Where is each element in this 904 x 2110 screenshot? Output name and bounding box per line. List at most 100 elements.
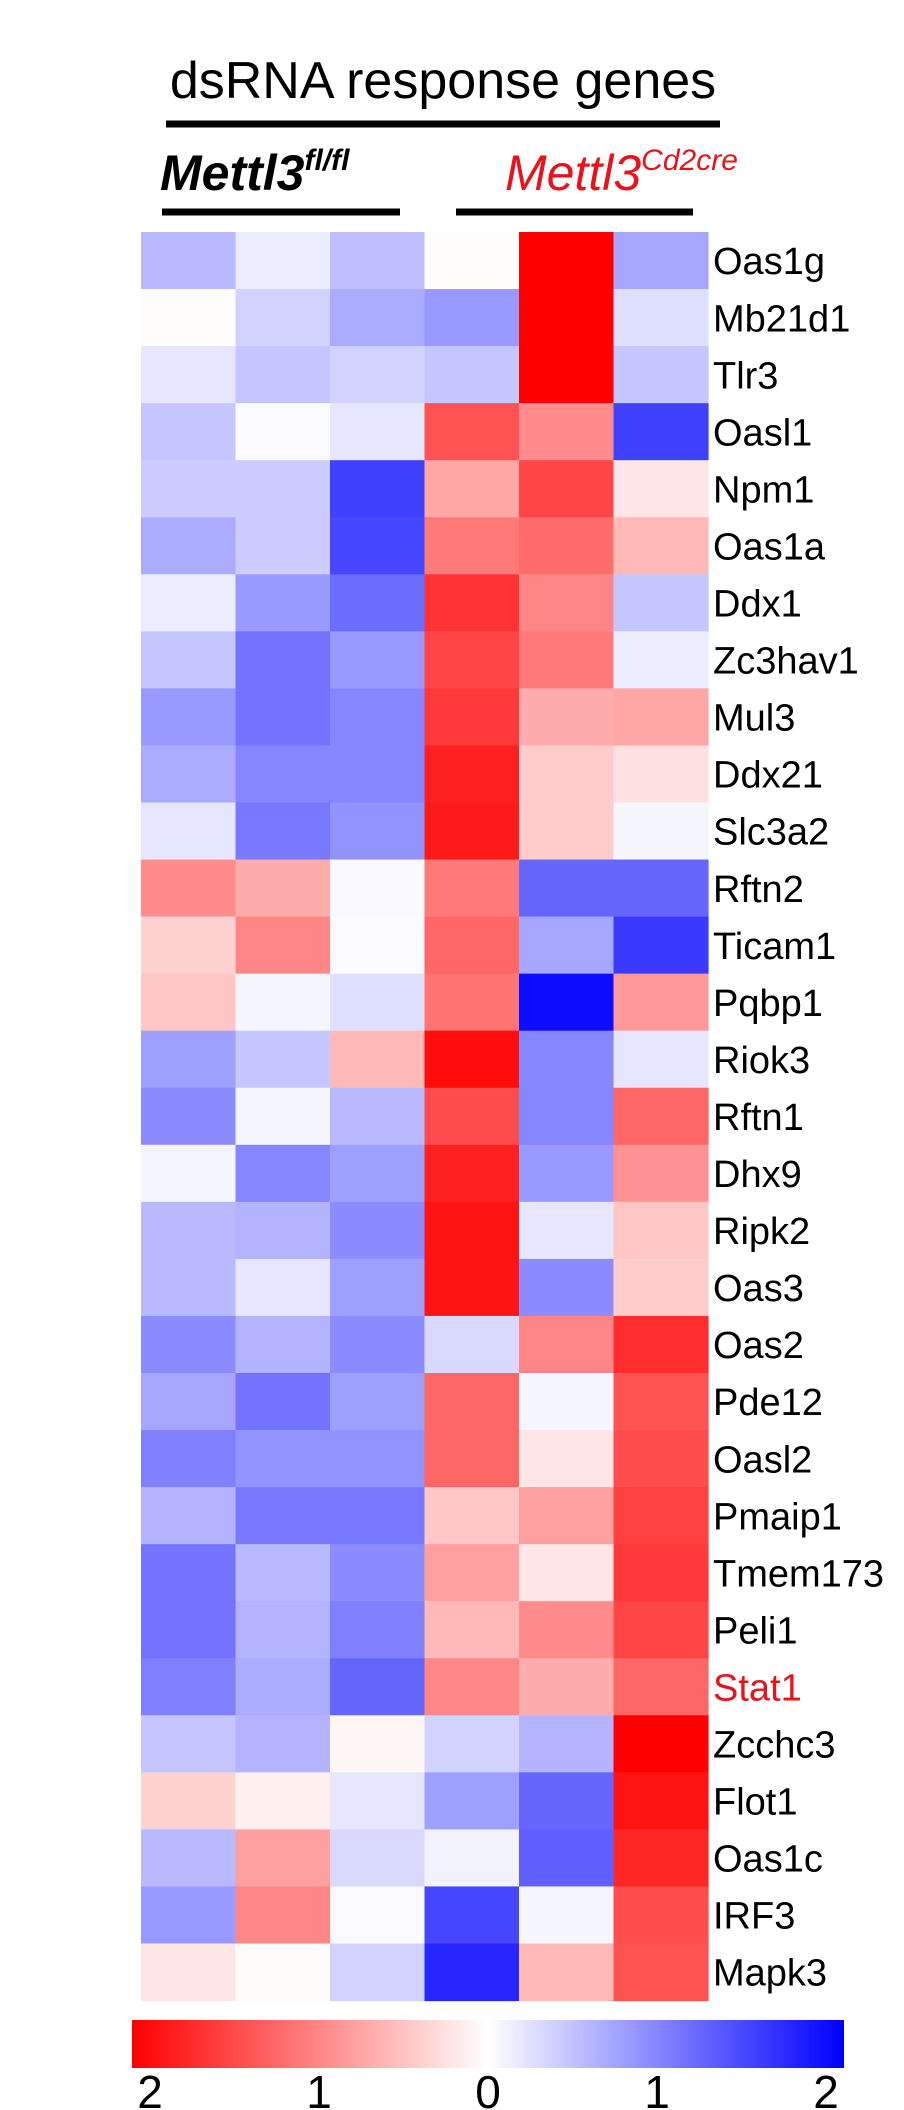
heatmap-cell [235, 802, 331, 861]
colorbar-tick-label: 0 [475, 2066, 501, 2110]
heatmap-cell [519, 916, 615, 975]
heatmap-cell [519, 289, 615, 347]
heatmap-cell [141, 346, 237, 404]
heatmap-cell [330, 631, 426, 689]
heatmap-cell [424, 460, 520, 518]
heatmap-cell [235, 289, 331, 347]
heatmap-cell [519, 574, 615, 632]
heatmap-cell [613, 631, 709, 689]
heatmap-cell [424, 1772, 520, 1830]
heatmap-cell [613, 403, 709, 461]
heatmap-cell [424, 745, 520, 804]
heatmap-cell [141, 1601, 237, 1659]
heatmap-cell [141, 289, 237, 347]
heatmap-cells [141, 232, 709, 2002]
row-label: Flot1 [713, 1782, 797, 1824]
row-label: Peli1 [713, 1610, 798, 1652]
heatmap-cell [330, 1715, 426, 1773]
row-label: Tlr3 [713, 355, 778, 397]
heatmap-cell [519, 1601, 615, 1659]
heatmap-cell [141, 1829, 237, 1888]
heatmap-cell [613, 1829, 709, 1888]
colorbar [132, 2020, 844, 2068]
heatmap-cell [141, 631, 237, 689]
heatmap-cell [330, 916, 426, 975]
heatmap-cell [613, 289, 709, 347]
heatmap-cell [424, 1315, 520, 1374]
heatmap-cell [424, 1886, 520, 1945]
heatmap-cell [235, 859, 331, 918]
heatmap-cell [330, 346, 426, 404]
heatmap-cell [330, 688, 426, 747]
heatmap-cell [330, 1601, 426, 1659]
heatmap-cell [141, 1315, 237, 1374]
heatmap-cell [519, 1315, 615, 1374]
heatmap-cell [141, 916, 237, 975]
heatmap-cell [235, 346, 331, 404]
heatmap-cell [424, 403, 520, 461]
heatmap-cell [330, 289, 426, 347]
colorbar-tick-label: 2 [137, 2066, 163, 2110]
heatmap-cell [613, 1601, 709, 1659]
heatmap-cell [141, 1144, 237, 1203]
row-label: Rftn1 [713, 1097, 804, 1139]
heatmap-cell [235, 916, 331, 975]
heatmap-cell [235, 1144, 331, 1203]
heatmap-cell [141, 403, 237, 461]
row-label: Mul3 [713, 698, 795, 740]
heatmap-cell [424, 346, 520, 404]
heatmap-cell [424, 802, 520, 861]
heatmap-cell [424, 1829, 520, 1888]
heatmap-cell [235, 1715, 331, 1773]
heatmap-cell [519, 1658, 615, 1716]
heatmap-cell [235, 973, 331, 1032]
heatmap-cell [424, 1087, 520, 1146]
heatmap-cell [424, 859, 520, 918]
row-label: Oas1a [713, 526, 826, 568]
row-label: Stat1 [713, 1667, 802, 1709]
heatmap-cell [613, 745, 709, 804]
row-label: Pmaip1 [713, 1496, 842, 1538]
heatmap-cell [141, 1430, 237, 1488]
heatmap-cell [424, 688, 520, 747]
heatmap-cell [613, 1772, 709, 1830]
heatmap-cell [235, 1315, 331, 1374]
heatmap-cell [235, 631, 331, 689]
heatmap-cell [141, 1544, 237, 1602]
heatmap-cell [141, 1487, 237, 1545]
row-labels: Oas1g Mb21d1 Tlr3 Oasl1 Npm1 Oas1a Ddx1 Zc3hav1… [713, 241, 884, 1995]
heatmap-cell [424, 1715, 520, 1773]
heatmap-cell [330, 403, 426, 461]
heatmap-cell [330, 745, 426, 804]
heatmap-cell [424, 973, 520, 1032]
row-label: Mb21d1 [713, 298, 850, 340]
heatmap-cell [235, 1544, 331, 1602]
heatmap-cell [235, 232, 331, 290]
heatmap-cell [235, 1601, 331, 1659]
row-label: Oas2 [713, 1325, 804, 1367]
group-label-knockout: Mettl3Cd2cre [505, 144, 738, 201]
heatmap-cell [141, 1087, 237, 1146]
heatmap-cell [613, 1144, 709, 1203]
heatmap-cell [330, 1829, 426, 1888]
heatmap-cell [235, 1373, 331, 1431]
row-label: Zc3hav1 [713, 641, 859, 683]
heatmap-cell [519, 346, 615, 404]
heatmap-cell [613, 1030, 709, 1089]
heatmap-cell [424, 232, 520, 290]
heatmap-cell [424, 1030, 520, 1089]
heatmap-cell [613, 859, 709, 918]
heatmap-cell [519, 1829, 615, 1888]
heatmap-cell [519, 1201, 615, 1260]
heatmap-cell [613, 1258, 709, 1317]
heatmap-cell [613, 1658, 709, 1716]
colorbar-tick-label: 2 [813, 2066, 839, 2110]
heatmap-cell [235, 1030, 331, 1089]
heatmap-cell [330, 802, 426, 861]
heatmap-cell [519, 1715, 615, 1773]
heatmap-cell [424, 1943, 520, 2002]
colorbar-ticks: 2 1 0 1 2 [137, 2066, 839, 2110]
heatmap-cell [519, 688, 615, 747]
row-label: Mapk3 [713, 1953, 827, 1995]
heatmap-cell [424, 1544, 520, 1602]
